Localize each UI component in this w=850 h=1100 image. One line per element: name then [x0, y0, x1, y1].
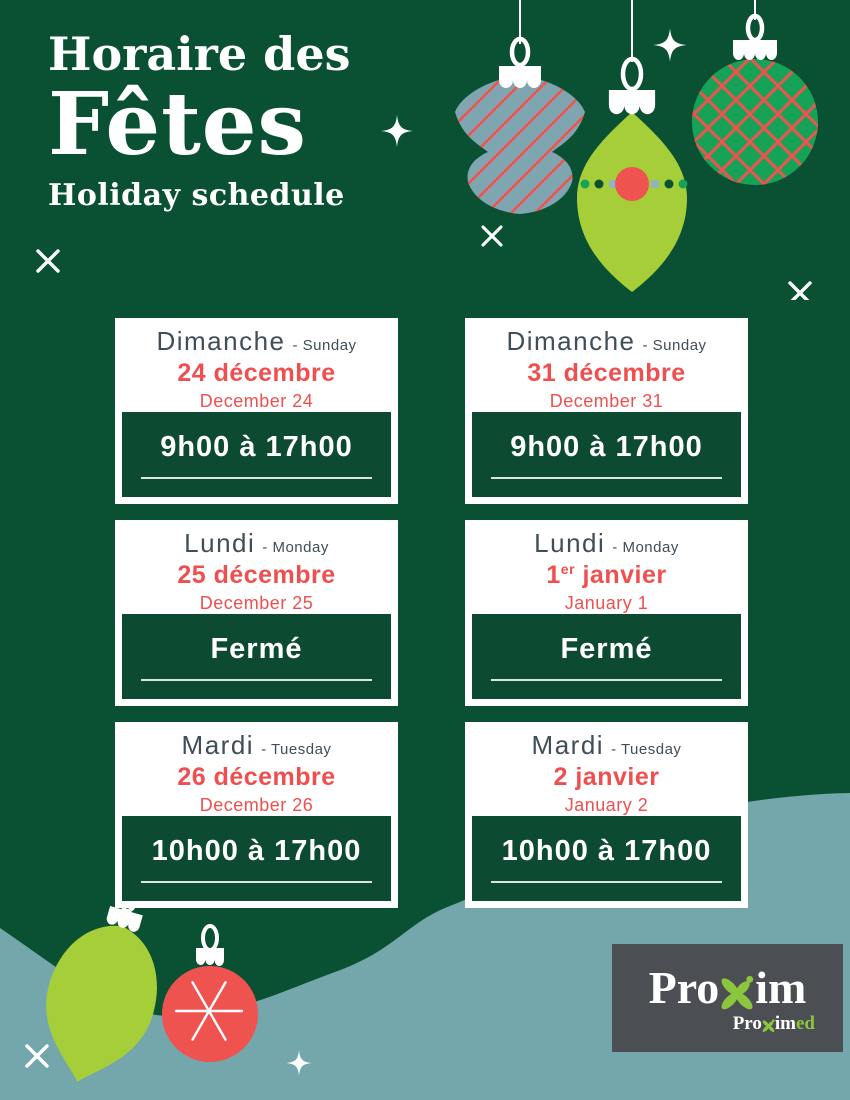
proxim-brand-wordmark: Pro im: [649, 964, 807, 1012]
date-fr: 2 janvier: [554, 763, 660, 792]
date-en: January 1: [564, 593, 649, 613]
page-title-fr-line1: Horaire des: [48, 27, 351, 81]
card-header: Dimanche - Sunday 31 décembre December 3…: [472, 325, 741, 412]
sparkle-star-icon: [286, 1050, 312, 1076]
hours-box: 10h00 à 17h00: [472, 816, 741, 901]
day-name-fr: Mardi: [531, 730, 605, 760]
sparkle-x-icons: [36, 225, 812, 300]
day-name-fr: Lundi: [534, 528, 606, 558]
date-en: December 24: [199, 391, 314, 411]
page-subtitle-en: Holiday schedule: [48, 177, 345, 213]
snowflake-ball-ornament-icon: [162, 924, 258, 1062]
date-fr-rest: janvier: [575, 561, 667, 589]
schedule-card-dec31: Dimanche - Sunday 31 décembre December 3…: [465, 318, 748, 504]
day-name-en: - Sunday: [642, 337, 707, 354]
striped-finial-ornament-icon: [455, 36, 585, 214]
date-fr-main: 2 janvier: [553, 763, 660, 791]
schedule-card-jan2: Mardi - Tuesday 2 janvier January 2 10h0…: [465, 722, 748, 908]
day-line: Mardi - Tuesday: [182, 730, 332, 761]
ornament-dots-icon: [580, 167, 688, 201]
date-fr: 24 décembre: [177, 359, 335, 388]
day-name-en: - Monday: [612, 539, 679, 556]
hours-box: 9h00 à 17h00: [122, 412, 391, 497]
schedule-card-dec25: Lundi - Monday 25 décembre December 25 F…: [115, 520, 398, 706]
card-header: Dimanche - Sunday 24 décembre December 2…: [122, 325, 391, 412]
day-line: Lundi - Monday: [534, 528, 679, 559]
date-fr-main: 1: [546, 561, 561, 589]
dotted-drop-ornament-icon: [577, 56, 688, 292]
card-header: Mardi - Tuesday 26 décembre December 26: [122, 729, 391, 816]
day-name-en: - Monday: [262, 539, 329, 556]
schedule-card-jan1: Lundi - Monday 1er janvier January 1 Fer…: [465, 520, 748, 706]
brand-prefix: Pro: [648, 961, 720, 1013]
day-line: Lundi - Monday: [184, 528, 329, 559]
hours-text: 10h00 à 17h00: [490, 835, 723, 883]
date-en: January 2: [564, 795, 649, 815]
date-en: December 26: [199, 795, 314, 815]
hours-box: 9h00 à 17h00: [472, 412, 741, 497]
date-fr-main: 26 décembre: [177, 763, 336, 791]
card-header: Lundi - Monday 1er janvier January 1: [472, 527, 741, 614]
day-name-fr: Mardi: [181, 730, 255, 760]
hours-box: Fermé: [122, 614, 391, 699]
schedule-card-dec24: Dimanche - Sunday 24 décembre December 2…: [115, 318, 398, 504]
day-name-en: - Tuesday: [261, 741, 332, 758]
hours-text: 9h00 à 17h00: [490, 431, 723, 479]
date-fr: 1er janvier: [546, 561, 666, 590]
day-name-en: - Tuesday: [611, 741, 682, 758]
snowflake-icon: [174, 981, 244, 1041]
title-block: Horaire des Fêtes Holiday schedule: [48, 28, 351, 213]
date-fr: 25 décembre: [177, 561, 335, 590]
date-fr-main: 24 décembre: [177, 359, 336, 387]
petal-x-icon: [721, 975, 754, 1009]
day-line: Dimanche - Sunday: [506, 326, 706, 357]
date-en: December 25: [199, 593, 314, 613]
hours-text: Fermé: [140, 633, 373, 681]
subbrand-suffix: ed: [796, 1012, 815, 1034]
page-title-fr-line2: Fêtes: [48, 73, 307, 175]
petal-x-small-icon: [762, 1018, 775, 1032]
day-line: Dimanche - Sunday: [156, 326, 356, 357]
date-fr: 26 décembre: [177, 763, 335, 792]
plaid-ball-ornament-icon: [692, 13, 818, 185]
date-fr: 31 décembre: [527, 359, 685, 388]
hours-text: 9h00 à 17h00: [140, 431, 373, 479]
hours-text: Fermé: [490, 633, 723, 681]
sparkle-star-icons: [381, 28, 687, 147]
card-header: Lundi - Monday 25 décembre December 25: [122, 527, 391, 614]
date-fr-ordinal: er: [560, 561, 576, 577]
date-fr-main: 25 décembre: [177, 561, 336, 589]
day-name-fr: Lundi: [184, 528, 256, 558]
hours-text: 10h00 à 17h00: [140, 835, 373, 883]
day-line: Mardi - Tuesday: [532, 730, 682, 761]
brand-suffix: im: [755, 961, 807, 1013]
date-en: December 31: [549, 391, 664, 411]
hours-box: 10h00 à 17h00: [122, 816, 391, 901]
day-name-fr: Dimanche: [156, 326, 286, 356]
subbrand-mid: im: [774, 1012, 796, 1034]
card-header: Mardi - Tuesday 2 janvier January 2: [472, 729, 741, 816]
proxim-logo: Pro im Pro im ed: [612, 944, 843, 1052]
schedule-card-dec26: Mardi - Tuesday 26 décembre December 26 …: [115, 722, 398, 908]
sparkle-x-icon: [25, 1044, 49, 1068]
proximed-subbrand: Pro im ed: [733, 1014, 815, 1033]
subbrand-prefix: Pro: [732, 1012, 762, 1034]
hours-box: Fermé: [472, 614, 741, 699]
schedule-grid: Dimanche - Sunday 24 décembre December 2…: [115, 318, 748, 908]
day-name-fr: Dimanche: [506, 326, 636, 356]
ornament-strings-icon: [519, 0, 756, 62]
day-name-en: - Sunday: [292, 337, 357, 354]
date-fr-main: 31 décembre: [527, 359, 686, 387]
